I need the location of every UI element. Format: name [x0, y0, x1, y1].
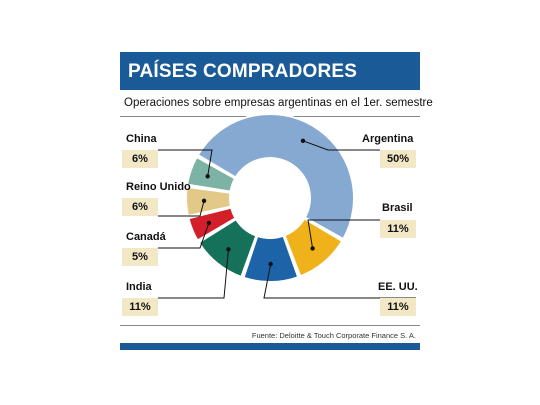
- leader-line-india: [158, 249, 229, 299]
- chart-title: PAÍSES COMPRADORES: [128, 61, 358, 82]
- slice-china: [185, 155, 237, 193]
- leader-dot-argentina: [300, 138, 306, 144]
- label-name-reino-unido: Reino Unido: [126, 181, 191, 193]
- leader-dot-brasil: [310, 246, 315, 251]
- divider-bottom: [120, 325, 420, 326]
- leader-dot-india: [226, 247, 231, 252]
- header-bar: PAÍSES COMPRADORES: [120, 52, 420, 90]
- source-note: Fuente: Deloitte & Touch Corporate Finan…: [251, 331, 416, 340]
- label-value-india: 11%: [122, 298, 158, 316]
- slice-ee-uu: [242, 234, 300, 283]
- leader-line-reino-unido: [158, 200, 205, 217]
- label-value-eeuu: 11%: [380, 298, 416, 316]
- infographic-frame: PAÍSES COMPRADORES Operaciones sobre emp…: [120, 52, 433, 350]
- label-value-argentina: 50%: [380, 150, 416, 168]
- leader-line-china: [158, 149, 213, 177]
- footer-bar: [120, 343, 420, 350]
- leader-dot-ee-uu: [268, 261, 273, 267]
- label-value-reino-unido: 6%: [122, 198, 158, 216]
- leader-dot-canada: [206, 220, 212, 226]
- leader-line-ee-uu: [263, 263, 416, 299]
- leader-line-argentina: [302, 140, 380, 151]
- label-name-brasil: Brasil: [382, 202, 413, 214]
- label-value-brasil: 11%: [380, 220, 416, 238]
- slice-reino-unido: [185, 185, 233, 218]
- label-value-canada: 5%: [122, 248, 158, 266]
- leader-dot-reino-unido: [201, 198, 207, 203]
- leader-line-brasil: [307, 219, 380, 249]
- leader-line-canada: [158, 222, 210, 249]
- label-name-china: China: [126, 133, 157, 145]
- label-name-india: India: [126, 281, 152, 293]
- label-name-argentina: Argentina: [362, 133, 414, 145]
- leader-dot-china: [205, 174, 210, 179]
- label-value-china: 6%: [122, 150, 158, 168]
- chart-subtitle: Operaciones sobre empresas argentinas en…: [124, 97, 433, 109]
- label-name-canada: Canadá: [126, 231, 166, 243]
- label-name-eeuu: EE. UU.: [378, 281, 418, 293]
